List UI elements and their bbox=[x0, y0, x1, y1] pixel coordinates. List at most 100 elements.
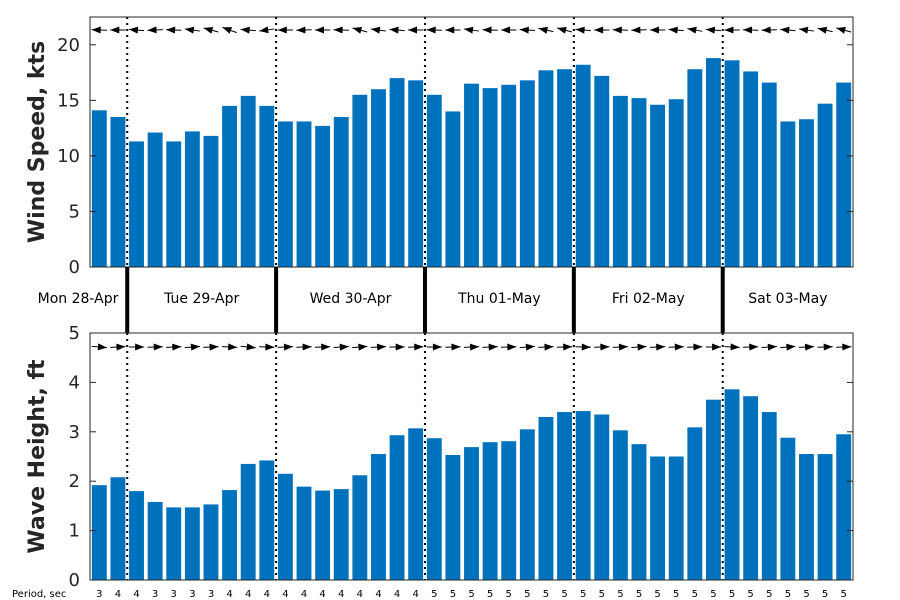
direction-arrow bbox=[370, 26, 387, 34]
arrow-head bbox=[538, 26, 549, 34]
period-value: 5 bbox=[543, 589, 549, 600]
arrow-head bbox=[687, 26, 697, 34]
wind-speed-bar bbox=[519, 80, 535, 267]
wind-speed-bar bbox=[371, 89, 386, 267]
arrow-head bbox=[823, 343, 833, 351]
wind-speed-bar bbox=[408, 80, 424, 267]
direction-arrow bbox=[631, 26, 647, 34]
wind-speed-bar bbox=[482, 88, 498, 267]
direction-arrow bbox=[91, 26, 107, 34]
direction-arrow bbox=[501, 26, 517, 34]
wave-height-bar bbox=[147, 501, 163, 580]
wind-speed-bar bbox=[259, 105, 275, 267]
direction-arrow bbox=[743, 26, 759, 34]
arrow-head bbox=[767, 343, 777, 351]
direction-arrow bbox=[557, 26, 573, 34]
arrow-head bbox=[463, 26, 474, 34]
arrow-head bbox=[426, 26, 436, 34]
direction-arrow bbox=[110, 26, 126, 34]
arrow-head bbox=[190, 343, 200, 351]
y-tick-label: 2 bbox=[69, 471, 80, 492]
direction-arrow bbox=[259, 343, 275, 351]
arrow-head bbox=[333, 26, 343, 34]
arrow-head bbox=[780, 26, 790, 34]
period-value: 4 bbox=[375, 589, 381, 600]
direction-arrow bbox=[798, 343, 815, 351]
arrow-head bbox=[693, 343, 703, 351]
wave-height-bar bbox=[277, 473, 293, 580]
direction-arrow bbox=[798, 26, 815, 34]
arrow-head bbox=[544, 343, 554, 351]
wind-speed-bar bbox=[743, 71, 759, 267]
arrow-head bbox=[712, 343, 722, 351]
period-value: 4 bbox=[338, 589, 344, 600]
wave-height-bar bbox=[240, 463, 256, 580]
y-tick-label: 0 bbox=[69, 257, 80, 278]
arrow-head bbox=[501, 26, 511, 34]
period-value: 5 bbox=[580, 589, 586, 600]
arrow-head bbox=[246, 343, 256, 351]
period-value: 5 bbox=[636, 589, 642, 600]
direction-arrow bbox=[389, 26, 405, 34]
arrow-head bbox=[618, 343, 628, 351]
direction-arrow bbox=[296, 343, 312, 351]
direction-arrow bbox=[259, 26, 275, 34]
arrow-head bbox=[482, 26, 492, 34]
direction-arrow bbox=[333, 26, 349, 34]
arrow-head bbox=[128, 26, 139, 34]
direction-arrow bbox=[649, 343, 666, 351]
period-value: 5 bbox=[450, 589, 456, 600]
direction-arrow bbox=[724, 26, 740, 34]
direction-arrow bbox=[426, 26, 442, 34]
y-tick-label: 4 bbox=[69, 372, 80, 393]
arrow-head bbox=[209, 343, 219, 351]
direction-arrow bbox=[631, 343, 647, 351]
direction-arrow bbox=[370, 343, 387, 351]
period-value: 3 bbox=[171, 589, 177, 600]
wind-speed-bar bbox=[277, 121, 293, 267]
y-tick-label: 0 bbox=[69, 570, 80, 591]
wind-speed-bar bbox=[761, 82, 777, 267]
period-value: 5 bbox=[506, 589, 512, 600]
arrow-head bbox=[370, 26, 381, 34]
period-value: 3 bbox=[96, 589, 102, 600]
direction-arrow bbox=[128, 26, 145, 34]
arrow-head bbox=[842, 343, 852, 351]
period-value: 5 bbox=[673, 589, 679, 600]
arrow-head bbox=[339, 343, 349, 351]
arrow-head bbox=[302, 343, 312, 351]
direction-arrow bbox=[519, 343, 535, 351]
direction-arrow bbox=[426, 343, 442, 351]
direction-arrow bbox=[184, 343, 200, 351]
period-value: 3 bbox=[152, 589, 158, 600]
arrow-head bbox=[817, 26, 828, 34]
direction-arrow bbox=[110, 343, 126, 351]
arrow-head bbox=[488, 343, 498, 351]
wind-speed-bar bbox=[147, 132, 163, 267]
direction-arrow bbox=[333, 343, 349, 351]
direction-arrow bbox=[463, 26, 480, 34]
wave-height-bar bbox=[166, 507, 182, 580]
direction-arrow bbox=[761, 343, 777, 351]
direction-arrow bbox=[463, 343, 480, 351]
arrow-head bbox=[674, 343, 684, 351]
y-tick-label: 3 bbox=[69, 422, 80, 443]
direction-arrow bbox=[482, 343, 498, 351]
arrow-head bbox=[97, 343, 107, 351]
wind-speed-axes-box bbox=[89, 16, 854, 268]
period-value: 5 bbox=[822, 589, 828, 600]
period-value: 4 bbox=[357, 589, 363, 600]
wind-speed-bar bbox=[631, 98, 647, 267]
arrow-head bbox=[358, 343, 368, 351]
wave-height-bar bbox=[761, 412, 777, 580]
period-value: 5 bbox=[487, 589, 493, 600]
wave-height-bar bbox=[371, 454, 386, 580]
y-tick-label: 10 bbox=[57, 146, 80, 167]
direction-arrow bbox=[166, 343, 182, 351]
arrow-head bbox=[786, 343, 796, 351]
direction-arrow bbox=[761, 26, 777, 34]
direction-arrow bbox=[687, 343, 703, 351]
arrow-head bbox=[376, 343, 387, 351]
direction-arrow bbox=[575, 26, 591, 34]
